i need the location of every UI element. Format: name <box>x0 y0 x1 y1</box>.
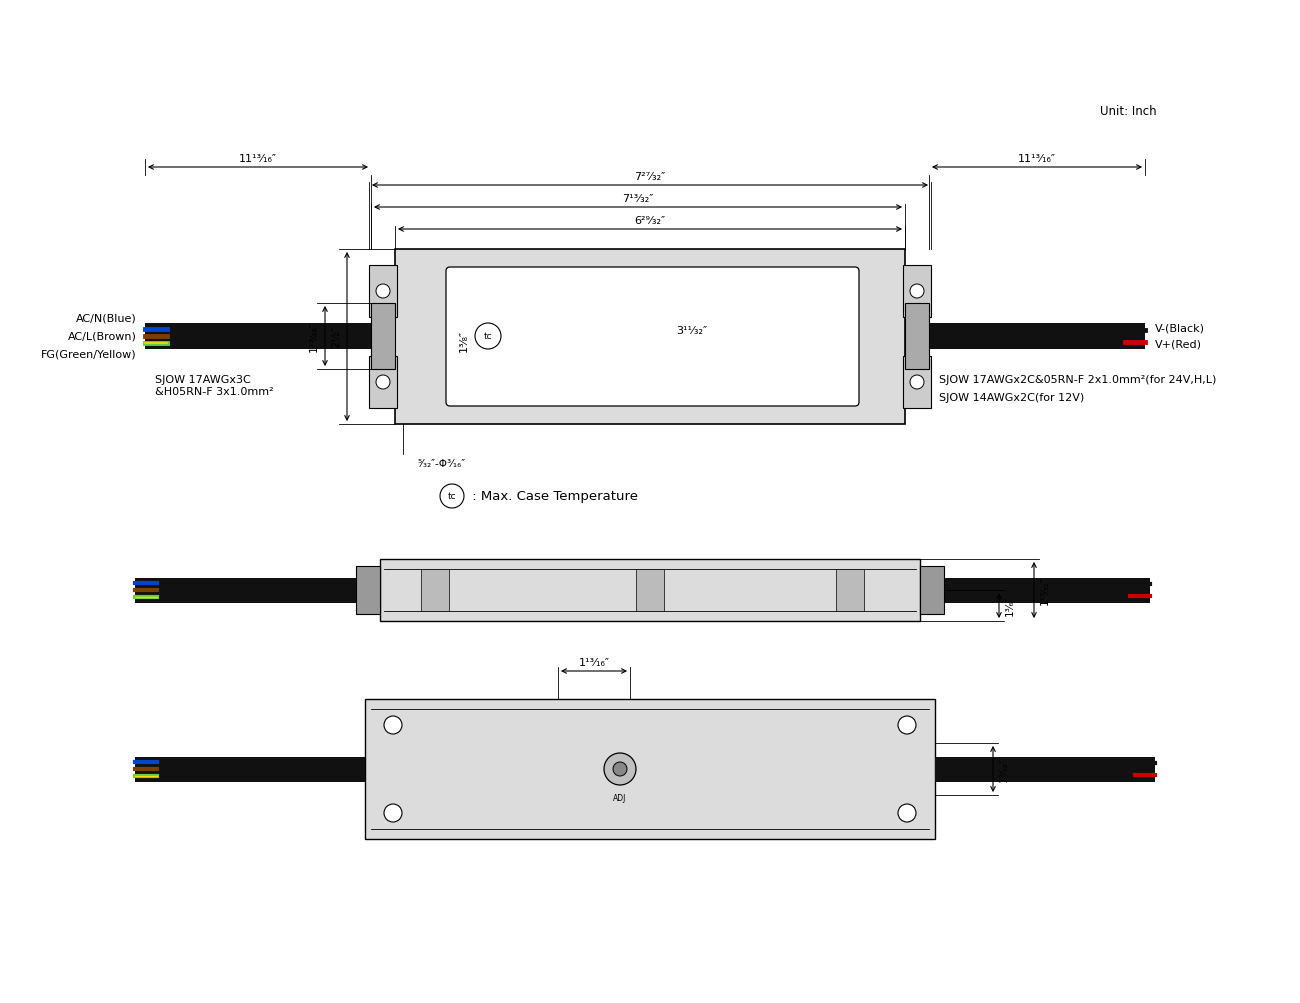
Text: SJOW 14AWGx2C(for 12V): SJOW 14AWGx2C(for 12V) <box>939 392 1084 402</box>
Text: V+(Red): V+(Red) <box>1154 340 1203 350</box>
FancyBboxPatch shape <box>446 268 859 406</box>
Text: AC/N(Blue): AC/N(Blue) <box>77 314 136 324</box>
Bar <box>944 579 1150 604</box>
Text: Unit: Inch: Unit: Inch <box>1100 105 1157 118</box>
Bar <box>146 324 370 350</box>
Text: V-(Black): V-(Black) <box>1154 324 1205 334</box>
Circle shape <box>474 324 500 350</box>
Text: tc: tc <box>447 492 456 502</box>
Bar <box>836 570 864 612</box>
Circle shape <box>614 762 627 776</box>
Bar <box>369 266 396 318</box>
Text: 11¹³⁄₁₆″: 11¹³⁄₁₆″ <box>239 153 277 163</box>
Bar <box>636 570 664 612</box>
Text: ⁵⁄₃₂″-Φ³⁄₁₆″: ⁵⁄₃₂″-Φ³⁄₁₆″ <box>417 458 465 468</box>
Bar <box>356 567 380 615</box>
Circle shape <box>604 753 636 785</box>
Bar <box>930 324 1145 350</box>
Text: ADJ: ADJ <box>614 793 627 802</box>
Text: 2¹⁄₂″: 2¹⁄₂″ <box>332 326 341 348</box>
Text: SJOW 17AWGx2C&05RN-F 2x1.0mm²(for 24V,H,L): SJOW 17AWGx2C&05RN-F 2x1.0mm²(for 24V,H,… <box>939 375 1217 384</box>
Text: 7²⁷⁄₃₂″: 7²⁷⁄₃₂″ <box>634 172 666 182</box>
Text: 1⁹⁄₃₂″: 1⁹⁄₃₂″ <box>998 757 1009 781</box>
Circle shape <box>384 804 402 822</box>
Circle shape <box>910 376 924 389</box>
Bar <box>380 560 920 622</box>
Bar <box>135 579 356 604</box>
Text: SJOW 17AWGx3C
&H05RN-F 3x1.0mm²: SJOW 17AWGx3C &H05RN-F 3x1.0mm² <box>155 375 273 396</box>
Circle shape <box>898 804 916 822</box>
Text: : Max. Case Temperature: : Max. Case Temperature <box>468 490 638 503</box>
Text: 11¹³⁄₁₆″: 11¹³⁄₁₆″ <box>1018 153 1056 163</box>
Bar <box>365 699 935 840</box>
Circle shape <box>376 285 390 299</box>
Text: 1¹³⁄₄₆″: 1¹³⁄₄₆″ <box>309 321 318 352</box>
Circle shape <box>376 376 390 389</box>
Bar <box>903 357 931 408</box>
Text: tc: tc <box>484 332 493 341</box>
Bar <box>370 304 395 370</box>
Text: 1³⁄₈″: 1³⁄₈″ <box>459 330 469 352</box>
Text: 7¹³⁄₃₂″: 7¹³⁄₃₂″ <box>623 194 654 204</box>
Text: AC/L(Brown): AC/L(Brown) <box>68 332 136 342</box>
Bar <box>135 757 365 782</box>
Circle shape <box>898 716 916 734</box>
Bar <box>920 567 944 615</box>
Bar <box>905 304 930 370</box>
Bar <box>421 570 448 612</box>
Bar <box>369 357 396 408</box>
Circle shape <box>384 716 402 734</box>
Circle shape <box>439 484 464 509</box>
Text: FG(Green/Yellow): FG(Green/Yellow) <box>42 350 136 360</box>
Circle shape <box>910 285 924 299</box>
Bar <box>395 250 905 424</box>
Bar <box>935 757 1154 782</box>
Text: 3¹¹⁄₃₂″: 3¹¹⁄₃₂″ <box>676 326 707 336</box>
Bar <box>903 266 931 318</box>
Text: 1¹³⁄₃₂″: 1¹³⁄₃₂″ <box>1040 576 1050 605</box>
Text: 1¹³⁄₁₆″: 1¹³⁄₁₆″ <box>578 657 610 667</box>
Text: 6²⁹⁄₃₂″: 6²⁹⁄₃₂″ <box>634 216 666 226</box>
Text: 1³⁄₆″: 1³⁄₆″ <box>1005 595 1015 616</box>
